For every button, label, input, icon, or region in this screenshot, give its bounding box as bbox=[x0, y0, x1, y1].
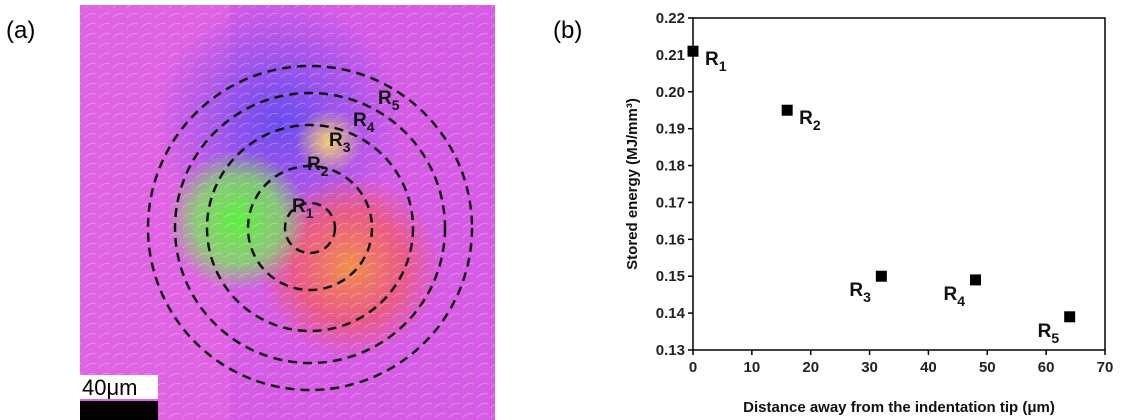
y-tick-label: 0.15 bbox=[656, 268, 685, 285]
label-letter: R bbox=[353, 110, 367, 131]
ring-label: R1 bbox=[292, 196, 314, 221]
point-label: R5 bbox=[1038, 321, 1060, 346]
label-subscript: 1 bbox=[306, 205, 314, 221]
x-tick-label: 20 bbox=[802, 359, 819, 376]
y-tick-label: 0.13 bbox=[656, 342, 685, 359]
x-tick-label: 30 bbox=[861, 359, 878, 376]
panel-label: (a) bbox=[6, 17, 35, 44]
marker bbox=[970, 274, 982, 286]
marker bbox=[781, 104, 793, 116]
label-letter: R bbox=[1038, 321, 1052, 342]
label-subscript: 4 bbox=[367, 119, 375, 135]
panel-label: (b) bbox=[553, 17, 582, 44]
label-subscript: 5 bbox=[392, 97, 400, 113]
label-subscript: 2 bbox=[321, 163, 329, 179]
label-letter: R bbox=[849, 280, 863, 301]
label-letter: R bbox=[329, 130, 343, 151]
plot-frame bbox=[692, 17, 1106, 351]
label-letter: R bbox=[944, 284, 958, 305]
scale-bar-label: 40μm bbox=[82, 375, 137, 400]
y-tick-label: 0.16 bbox=[656, 231, 685, 248]
micrograph bbox=[80, 5, 495, 420]
label-letter: R bbox=[378, 88, 392, 109]
x-tick-label: 60 bbox=[1038, 359, 1055, 376]
label-subscript: 1 bbox=[719, 58, 727, 74]
y-tick-label: 0.21 bbox=[656, 47, 685, 64]
ring-label: R3 bbox=[329, 130, 351, 155]
label-subscript: 4 bbox=[957, 293, 965, 309]
point-label: R2 bbox=[799, 108, 821, 133]
y-axis-title: Stored energy (MJ/mm³) bbox=[624, 98, 641, 270]
x-tick-label: 40 bbox=[920, 359, 937, 376]
y-tick-label: 0.20 bbox=[656, 84, 685, 101]
ring-label: R2 bbox=[307, 154, 329, 179]
label-subscript: 2 bbox=[813, 117, 821, 133]
y-tick-label: 0.18 bbox=[656, 158, 685, 175]
point-label: R3 bbox=[849, 280, 871, 305]
y-tick-label: 0.17 bbox=[656, 194, 685, 211]
y-tick-label: 0.14 bbox=[656, 305, 686, 322]
label-subscript: 3 bbox=[343, 139, 351, 155]
x-tick-label: 0 bbox=[689, 359, 697, 376]
x-tick-label: 50 bbox=[979, 359, 996, 376]
y-tick-label: 0.22 bbox=[656, 10, 685, 27]
x-tick-label: 10 bbox=[744, 359, 761, 376]
x-axis-title: Distance away from the indentation tip (… bbox=[743, 399, 1055, 416]
label-letter: R bbox=[799, 108, 813, 129]
marker bbox=[875, 270, 887, 282]
marker bbox=[1064, 311, 1076, 323]
marker bbox=[687, 45, 699, 57]
label-subscript: 3 bbox=[863, 289, 871, 305]
point-label: R1 bbox=[705, 49, 727, 74]
y-tick-label: 0.19 bbox=[656, 121, 685, 138]
label-letter: R bbox=[705, 49, 719, 70]
label-subscript: 5 bbox=[1051, 330, 1059, 346]
point-label: R4 bbox=[944, 284, 966, 309]
ring-label: R4 bbox=[353, 110, 375, 135]
label-letter: R bbox=[307, 154, 321, 175]
x-tick-label: 70 bbox=[1097, 359, 1114, 376]
label-letter: R bbox=[292, 196, 306, 217]
ring-label: R5 bbox=[378, 88, 400, 113]
